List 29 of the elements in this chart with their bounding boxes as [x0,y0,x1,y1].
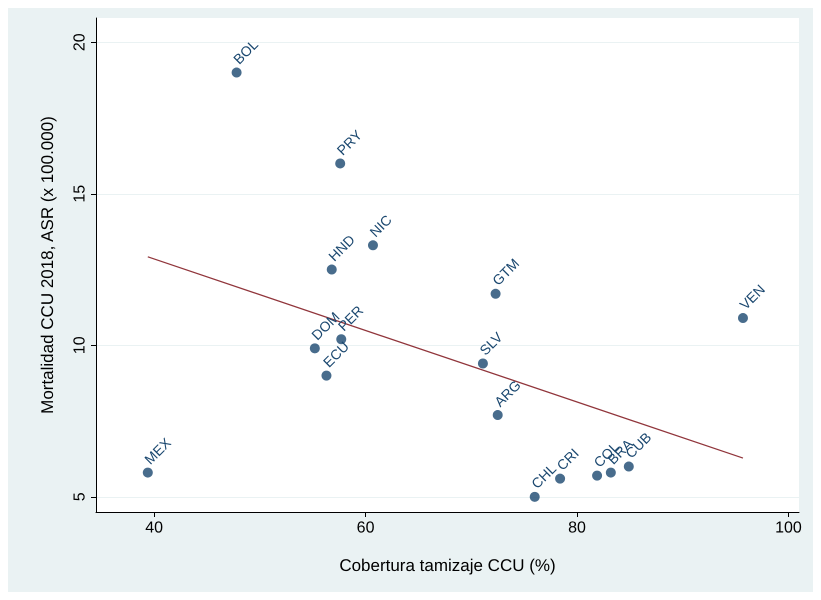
x-tick-label: 80 [568,520,586,536]
y-tick-label: 20 [72,33,88,52]
annotation: SLV [476,328,506,358]
point [592,470,602,481]
x-tick-label: 100 [775,520,802,536]
point [335,158,346,168]
point [326,264,337,275]
point [530,492,540,502]
y-tick-label: 15 [72,184,88,203]
annotation: CHL [528,460,560,492]
point [492,410,503,420]
y-tick-label: 5 [72,492,88,502]
point [321,370,332,381]
point [478,358,488,368]
point [232,68,242,78]
x-tick-label: 40 [145,520,164,536]
y-axis-title: Mortalidad CCU 2018, ASR (x 100.000) [38,116,57,414]
annotation: VEN [736,281,768,313]
annotation: BOL [230,36,262,68]
point [142,468,153,478]
point [606,468,616,478]
annotation: NIC [366,212,395,240]
y-tick-label: 10 [72,336,88,354]
point [490,288,501,299]
point [738,313,748,324]
x-tick-label: 60 [356,520,375,536]
x-axis-title: Cobertura tamizaje CCU (%) [339,556,556,575]
point [368,240,378,250]
point [310,343,320,354]
